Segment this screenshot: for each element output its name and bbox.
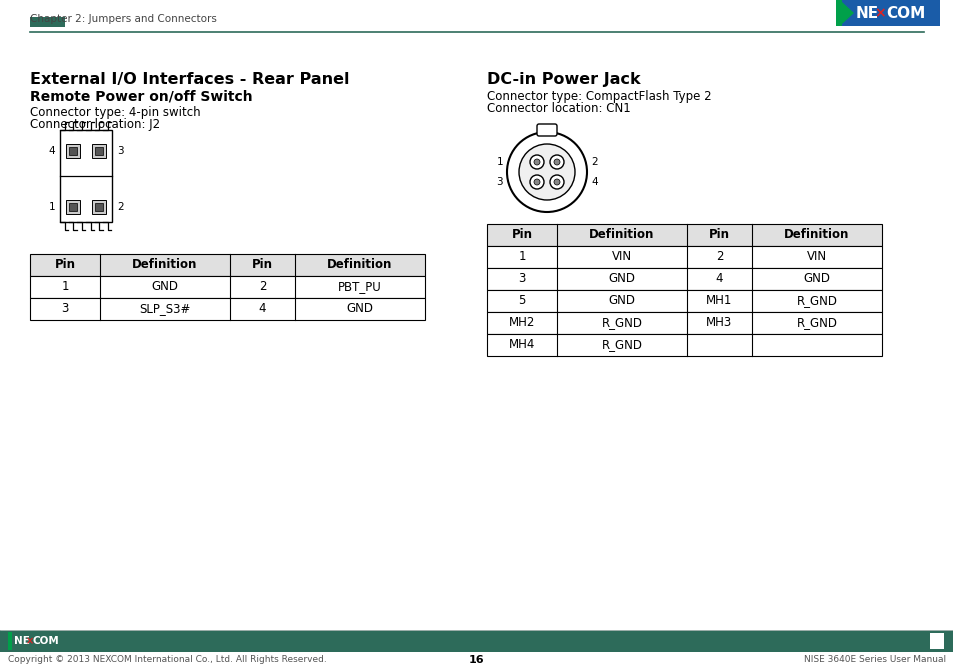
Text: 1: 1 [517, 251, 525, 263]
Text: GND: GND [802, 273, 830, 286]
Circle shape [534, 179, 539, 185]
Text: Connector location: J2: Connector location: J2 [30, 118, 160, 131]
FancyBboxPatch shape [486, 312, 882, 334]
FancyBboxPatch shape [486, 334, 882, 356]
Circle shape [554, 179, 559, 185]
Text: COM: COM [33, 636, 60, 646]
FancyBboxPatch shape [835, 0, 939, 26]
Text: 4: 4 [715, 273, 722, 286]
Text: VIN: VIN [806, 251, 826, 263]
Text: GND: GND [152, 280, 178, 294]
Text: GND: GND [346, 302, 374, 315]
Text: Definition: Definition [589, 228, 654, 241]
Text: Connector type: CompactFlash Type 2: Connector type: CompactFlash Type 2 [486, 90, 711, 103]
Text: 1: 1 [496, 157, 502, 167]
FancyBboxPatch shape [69, 147, 77, 155]
Text: NISE 3640E Series User Manual: NISE 3640E Series User Manual [803, 655, 945, 664]
Text: MH2: MH2 [508, 317, 535, 329]
Text: 4: 4 [258, 302, 266, 315]
Text: MH1: MH1 [705, 294, 732, 308]
Text: Connector location: CN1: Connector location: CN1 [486, 102, 630, 115]
Text: Pin: Pin [54, 259, 75, 271]
Text: Definition: Definition [327, 259, 393, 271]
Text: R_GND: R_GND [601, 339, 641, 351]
Text: DC-in Power Jack: DC-in Power Jack [486, 72, 640, 87]
Text: 1: 1 [49, 202, 55, 212]
FancyBboxPatch shape [69, 203, 77, 211]
FancyBboxPatch shape [30, 254, 424, 276]
Text: ×: × [873, 6, 884, 20]
Text: Pin: Pin [511, 228, 532, 241]
Text: GND: GND [608, 294, 635, 308]
Circle shape [534, 159, 539, 165]
Text: MH4: MH4 [508, 339, 535, 351]
FancyBboxPatch shape [8, 632, 12, 650]
Text: R_GND: R_GND [601, 317, 641, 329]
Text: 4: 4 [590, 177, 597, 187]
Circle shape [518, 144, 575, 200]
Text: Pin: Pin [708, 228, 729, 241]
FancyBboxPatch shape [30, 17, 65, 27]
Text: 3: 3 [61, 302, 69, 315]
FancyBboxPatch shape [30, 298, 424, 320]
FancyBboxPatch shape [0, 630, 953, 652]
Text: GND: GND [608, 273, 635, 286]
Text: 1: 1 [61, 280, 69, 294]
FancyBboxPatch shape [486, 246, 882, 268]
FancyBboxPatch shape [537, 124, 557, 136]
Text: ×: × [26, 636, 34, 646]
Text: 16: 16 [469, 655, 484, 665]
Circle shape [530, 155, 543, 169]
FancyBboxPatch shape [486, 224, 882, 246]
Text: 2: 2 [258, 280, 266, 294]
Text: 3: 3 [496, 177, 502, 187]
FancyBboxPatch shape [91, 144, 106, 158]
Text: Connector type: 4-pin switch: Connector type: 4-pin switch [30, 106, 200, 119]
Text: 2: 2 [715, 251, 722, 263]
Text: Remote Power on/off Switch: Remote Power on/off Switch [30, 90, 253, 104]
Text: Pin: Pin [252, 259, 273, 271]
Text: R_GND: R_GND [796, 317, 837, 329]
Text: External I/O Interfaces - Rear Panel: External I/O Interfaces - Rear Panel [30, 72, 349, 87]
FancyBboxPatch shape [95, 203, 103, 211]
Text: Copyright © 2013 NEXCOM International Co., Ltd. All Rights Reserved.: Copyright © 2013 NEXCOM International Co… [8, 655, 327, 664]
Text: R_GND: R_GND [796, 294, 837, 308]
Circle shape [554, 159, 559, 165]
Text: 2: 2 [590, 157, 597, 167]
Polygon shape [841, 2, 853, 24]
Text: Definition: Definition [132, 259, 197, 271]
Text: COM: COM [885, 5, 924, 21]
Circle shape [530, 175, 543, 189]
Text: 2: 2 [117, 202, 124, 212]
FancyBboxPatch shape [486, 290, 882, 312]
FancyBboxPatch shape [95, 147, 103, 155]
Text: NE: NE [14, 636, 30, 646]
FancyBboxPatch shape [66, 144, 80, 158]
FancyBboxPatch shape [30, 276, 424, 298]
Text: 3: 3 [117, 146, 124, 156]
Text: Definition: Definition [783, 228, 849, 241]
Text: SLP_S3#: SLP_S3# [139, 302, 191, 315]
Circle shape [550, 175, 563, 189]
FancyBboxPatch shape [835, 0, 841, 26]
Text: 4: 4 [49, 146, 55, 156]
Text: PBT_PU: PBT_PU [337, 280, 381, 294]
Text: 5: 5 [517, 294, 525, 308]
Text: 3: 3 [517, 273, 525, 286]
Text: VIN: VIN [611, 251, 632, 263]
FancyBboxPatch shape [929, 633, 943, 649]
Text: MH3: MH3 [705, 317, 732, 329]
FancyBboxPatch shape [91, 200, 106, 214]
FancyBboxPatch shape [60, 130, 112, 222]
Text: Chapter 2: Jumpers and Connectors: Chapter 2: Jumpers and Connectors [30, 14, 216, 24]
FancyBboxPatch shape [66, 200, 80, 214]
Circle shape [550, 155, 563, 169]
FancyBboxPatch shape [486, 268, 882, 290]
Text: NE: NE [855, 5, 879, 21]
